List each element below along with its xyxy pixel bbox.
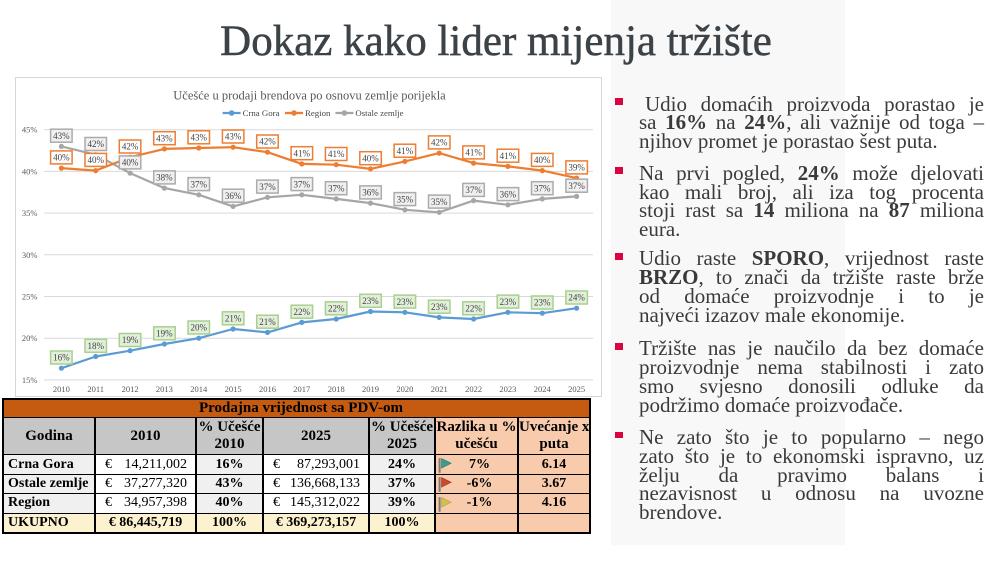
svg-text:37%: 37%: [534, 183, 551, 193]
svg-text:43%: 43%: [225, 132, 242, 142]
svg-text:43%: 43%: [156, 133, 173, 143]
svg-text:22%: 22%: [328, 304, 345, 314]
svg-text:40%: 40%: [534, 155, 551, 165]
svg-text:2010: 2010: [53, 384, 70, 394]
svg-text:40%: 40%: [362, 153, 379, 163]
svg-text:22%: 22%: [465, 304, 482, 314]
svg-text:2019: 2019: [362, 384, 379, 394]
svg-text:19%: 19%: [122, 335, 139, 345]
svg-text:41%: 41%: [465, 148, 482, 158]
svg-text:36%: 36%: [500, 189, 517, 199]
svg-text:24%: 24%: [568, 293, 585, 303]
svg-text:23%: 23%: [431, 302, 448, 312]
svg-text:41%: 41%: [397, 146, 414, 156]
svg-text:41%: 41%: [294, 148, 311, 158]
svg-text:36%: 36%: [225, 191, 242, 201]
svg-text:20%: 20%: [22, 333, 38, 343]
svg-text:2015: 2015: [225, 384, 242, 394]
svg-text:2013: 2013: [156, 384, 173, 394]
svg-text:Crna Gora: Crna Gora: [243, 108, 280, 118]
svg-text:2021: 2021: [431, 384, 448, 394]
svg-text:23%: 23%: [362, 296, 379, 306]
svg-text:2018: 2018: [328, 384, 345, 394]
svg-text:2012: 2012: [122, 384, 139, 394]
svg-text:45%: 45%: [22, 125, 38, 135]
svg-text:19%: 19%: [156, 329, 173, 339]
svg-text:35%: 35%: [431, 197, 448, 207]
svg-text:41%: 41%: [328, 149, 345, 159]
svg-text:36%: 36%: [362, 188, 379, 198]
svg-text:41%: 41%: [500, 151, 517, 161]
svg-text:21%: 21%: [225, 314, 242, 324]
svg-text:35%: 35%: [397, 194, 414, 204]
svg-text:Učešće u prodaji brendova po o: Učešće u prodaji brendova po osnovu zeml…: [173, 89, 446, 103]
svg-text:37%: 37%: [294, 179, 311, 189]
svg-text:2017: 2017: [293, 384, 310, 394]
svg-text:2022: 2022: [465, 384, 482, 394]
svg-text:2023: 2023: [499, 384, 516, 394]
svg-text:42%: 42%: [259, 137, 276, 147]
svg-text:2014: 2014: [190, 384, 208, 394]
svg-text:16%: 16%: [53, 353, 70, 363]
svg-text:40%: 40%: [87, 155, 104, 165]
svg-text:Region: Region: [305, 108, 331, 118]
svg-text:37%: 37%: [191, 179, 208, 189]
svg-text:Ostale zemlje: Ostale zemlje: [355, 108, 403, 118]
svg-text:42%: 42%: [122, 142, 139, 152]
svg-text:38%: 38%: [156, 173, 173, 183]
svg-text:37%: 37%: [465, 185, 482, 195]
svg-text:37%: 37%: [568, 181, 585, 191]
svg-text:2011: 2011: [87, 384, 104, 394]
svg-text:35%: 35%: [22, 208, 38, 218]
svg-text:37%: 37%: [328, 183, 345, 193]
svg-text:40%: 40%: [22, 166, 38, 176]
svg-text:40%: 40%: [122, 158, 139, 168]
svg-text:15%: 15%: [22, 375, 38, 385]
svg-text:22%: 22%: [294, 307, 311, 317]
svg-text:25%: 25%: [22, 292, 38, 302]
svg-text:20%: 20%: [191, 323, 208, 333]
svg-text:43%: 43%: [53, 131, 70, 141]
svg-text:42%: 42%: [431, 138, 448, 148]
svg-text:30%: 30%: [22, 250, 38, 260]
svg-text:23%: 23%: [500, 297, 517, 307]
svg-text:2016: 2016: [259, 384, 276, 394]
svg-text:42%: 42%: [87, 139, 104, 149]
svg-text:37%: 37%: [259, 182, 276, 192]
svg-text:23%: 23%: [534, 298, 551, 308]
svg-text:2025: 2025: [568, 384, 585, 394]
svg-text:18%: 18%: [87, 341, 104, 351]
svg-text:2020: 2020: [396, 384, 413, 394]
svg-text:43%: 43%: [191, 133, 208, 143]
svg-text:21%: 21%: [259, 317, 276, 327]
svg-text:40%: 40%: [53, 153, 70, 163]
svg-text:2024: 2024: [534, 384, 552, 394]
svg-text:39%: 39%: [568, 163, 585, 173]
svg-text:23%: 23%: [397, 297, 414, 307]
